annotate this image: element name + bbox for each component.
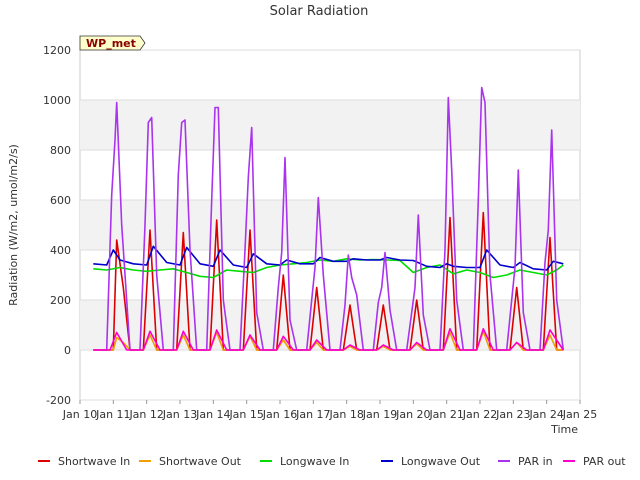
x-tick-label: Jan 13 — [162, 408, 197, 421]
x-tick-label: Jan 17 — [295, 408, 330, 421]
y-tick-label: 600 — [50, 194, 71, 207]
station-badge: WP_met — [79, 35, 146, 51]
plot-area — [79, 49, 581, 401]
legend-label: Shortwave In — [58, 455, 130, 468]
x-tick-label: Jan 11 — [95, 408, 130, 421]
series-lines — [93, 86, 565, 351]
x-tick-label: Jan 16 — [262, 408, 297, 421]
x-tick-label: Jan 15 — [228, 408, 263, 421]
background-band — [80, 200, 580, 250]
legend-label: PAR out — [583, 455, 626, 468]
y-tick-label: 400 — [50, 244, 71, 257]
x-tick-label: Jan 10 — [62, 408, 97, 421]
x-tick-label: Jan 25 — [562, 408, 597, 421]
x-tick-label: Jan 22 — [462, 408, 497, 421]
x-tick-label: Jan 24 — [528, 408, 563, 421]
y-tick-label: -200 — [46, 394, 71, 407]
station-badge-shape — [79, 35, 146, 51]
x-tick-label: Jan 20 — [395, 408, 430, 421]
y-axis-ticks: -200 0 200 400 600 800 1000 1200 — [43, 44, 71, 407]
x-axis-label: Time — [550, 423, 578, 436]
y-tick-label: 0 — [64, 344, 71, 357]
legend-label: PAR in — [518, 455, 553, 468]
x-tick-label: Jan 21 — [428, 408, 463, 421]
x-tick-label: Jan 23 — [495, 408, 530, 421]
legend-label: Longwave Out — [401, 455, 481, 468]
x-tick-label: Jan 18 — [328, 408, 363, 421]
legend: Shortwave In Shortwave Out Longwave In Long… — [38, 455, 626, 468]
background-band — [80, 100, 580, 150]
y-tick-label: 1000 — [43, 94, 71, 107]
y-tick-label: 1200 — [43, 44, 71, 57]
x-tick-label: Jan 19 — [362, 408, 397, 421]
series-line-longwave-out — [93, 245, 564, 271]
legend-label: Shortwave Out — [159, 455, 242, 468]
x-tick-label: Jan 12 — [128, 408, 163, 421]
chart-title: Solar Radiation — [270, 4, 369, 19]
y-tick-label: 200 — [50, 294, 71, 307]
x-tick-label: Jan 14 — [195, 408, 230, 421]
station-label: WP_met — [86, 37, 136, 50]
series-line-par-out — [93, 327, 564, 351]
legend-label: Longwave In — [280, 455, 349, 468]
y-tick-label: 800 — [50, 144, 71, 157]
y-axis-label: Radiation (W/m2, umol/m2/s) — [7, 144, 20, 306]
